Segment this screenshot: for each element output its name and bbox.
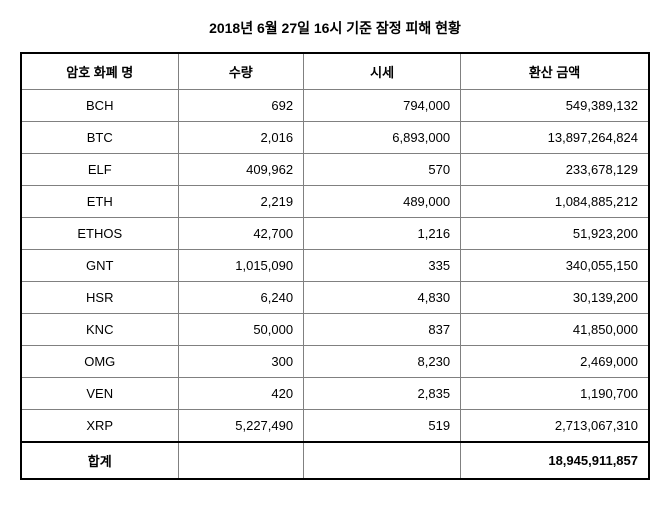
total-label: 합계: [21, 442, 178, 479]
table-row: XRP5,227,4905192,713,067,310: [21, 410, 649, 443]
total-empty: [304, 442, 461, 479]
cell-price: 519: [304, 410, 461, 443]
cell-amount: 51,923,200: [461, 218, 649, 250]
header-price: 시세: [304, 53, 461, 90]
cell-price: 837: [304, 314, 461, 346]
cell-price: 1,216: [304, 218, 461, 250]
cell-amount: 1,084,885,212: [461, 186, 649, 218]
cell-price: 489,000: [304, 186, 461, 218]
cell-amount: 1,190,700: [461, 378, 649, 410]
cell-name: ETHOS: [21, 218, 178, 250]
cell-amount: 2,469,000: [461, 346, 649, 378]
cell-price: 6,893,000: [304, 122, 461, 154]
cell-price: 8,230: [304, 346, 461, 378]
cell-name: VEN: [21, 378, 178, 410]
cell-quantity: 692: [178, 90, 304, 122]
cell-amount: 549,389,132: [461, 90, 649, 122]
cell-price: 335: [304, 250, 461, 282]
cell-name: HSR: [21, 282, 178, 314]
page-title: 2018년 6월 27일 16시 기준 잠정 피해 현황: [20, 18, 650, 38]
cell-amount: 2,713,067,310: [461, 410, 649, 443]
cell-amount: 30,139,200: [461, 282, 649, 314]
table-header-row: 암호 화폐 명 수량 시세 환산 금액: [21, 53, 649, 90]
cell-amount: 340,055,150: [461, 250, 649, 282]
cell-name: ETH: [21, 186, 178, 218]
table-row: ELF409,962570233,678,129: [21, 154, 649, 186]
cell-name: BCH: [21, 90, 178, 122]
table-row: GNT1,015,090335340,055,150: [21, 250, 649, 282]
cell-price: 794,000: [304, 90, 461, 122]
total-empty: [178, 442, 304, 479]
cell-name: OMG: [21, 346, 178, 378]
cell-quantity: 6,240: [178, 282, 304, 314]
table-row: HSR6,2404,83030,139,200: [21, 282, 649, 314]
header-amount: 환산 금액: [461, 53, 649, 90]
cell-quantity: 300: [178, 346, 304, 378]
cell-price: 570: [304, 154, 461, 186]
header-name: 암호 화폐 명: [21, 53, 178, 90]
cell-quantity: 5,227,490: [178, 410, 304, 443]
header-quantity: 수량: [178, 53, 304, 90]
cell-quantity: 409,962: [178, 154, 304, 186]
cell-quantity: 420: [178, 378, 304, 410]
cell-quantity: 42,700: [178, 218, 304, 250]
table-row: BTC2,0166,893,00013,897,264,824: [21, 122, 649, 154]
cell-name: ELF: [21, 154, 178, 186]
cell-name: BTC: [21, 122, 178, 154]
table-row: ETHOS42,7001,21651,923,200: [21, 218, 649, 250]
table-row: KNC50,00083741,850,000: [21, 314, 649, 346]
cell-quantity: 50,000: [178, 314, 304, 346]
total-amount: 18,945,911,857: [461, 442, 649, 479]
table-row: OMG3008,2302,469,000: [21, 346, 649, 378]
cell-amount: 13,897,264,824: [461, 122, 649, 154]
cell-amount: 41,850,000: [461, 314, 649, 346]
cell-quantity: 2,219: [178, 186, 304, 218]
table-row: VEN4202,8351,190,700: [21, 378, 649, 410]
cell-quantity: 2,016: [178, 122, 304, 154]
cell-name: XRP: [21, 410, 178, 443]
damage-table: 암호 화폐 명 수량 시세 환산 금액 BCH692794,000549,389…: [20, 52, 650, 480]
table-total-row: 합계 18,945,911,857: [21, 442, 649, 479]
table-row: BCH692794,000549,389,132: [21, 90, 649, 122]
cell-price: 2,835: [304, 378, 461, 410]
table-row: ETH2,219489,0001,084,885,212: [21, 186, 649, 218]
cell-name: GNT: [21, 250, 178, 282]
cell-price: 4,830: [304, 282, 461, 314]
cell-quantity: 1,015,090: [178, 250, 304, 282]
cell-name: KNC: [21, 314, 178, 346]
cell-amount: 233,678,129: [461, 154, 649, 186]
